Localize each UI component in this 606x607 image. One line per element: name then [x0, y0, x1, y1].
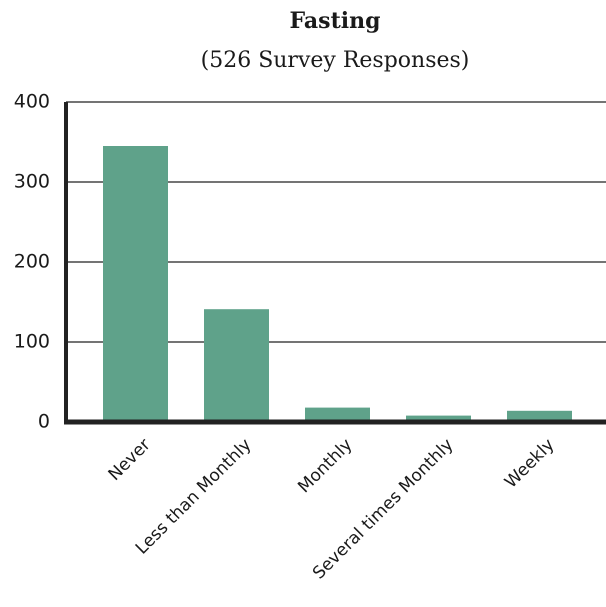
chart-subtitle: (526 Survey Responses)	[201, 48, 470, 73]
y-tick-label: 200	[14, 251, 50, 273]
x-tick-label: Weekly	[501, 435, 559, 493]
bar	[406, 415, 471, 422]
x-tick-label: Monthly	[294, 435, 356, 497]
x-tick-label: Less than Monthly	[132, 435, 256, 559]
y-tick-label: 100	[14, 331, 50, 353]
bar	[204, 309, 269, 422]
bar	[305, 407, 370, 422]
chart-title: Fasting	[290, 8, 381, 34]
bar	[507, 410, 572, 422]
y-tick-label: 300	[14, 171, 50, 193]
x-tick-label: Never	[105, 435, 155, 485]
bar	[103, 146, 168, 422]
y-tick-label: 0	[38, 411, 50, 433]
y-tick-label: 400	[14, 91, 50, 113]
